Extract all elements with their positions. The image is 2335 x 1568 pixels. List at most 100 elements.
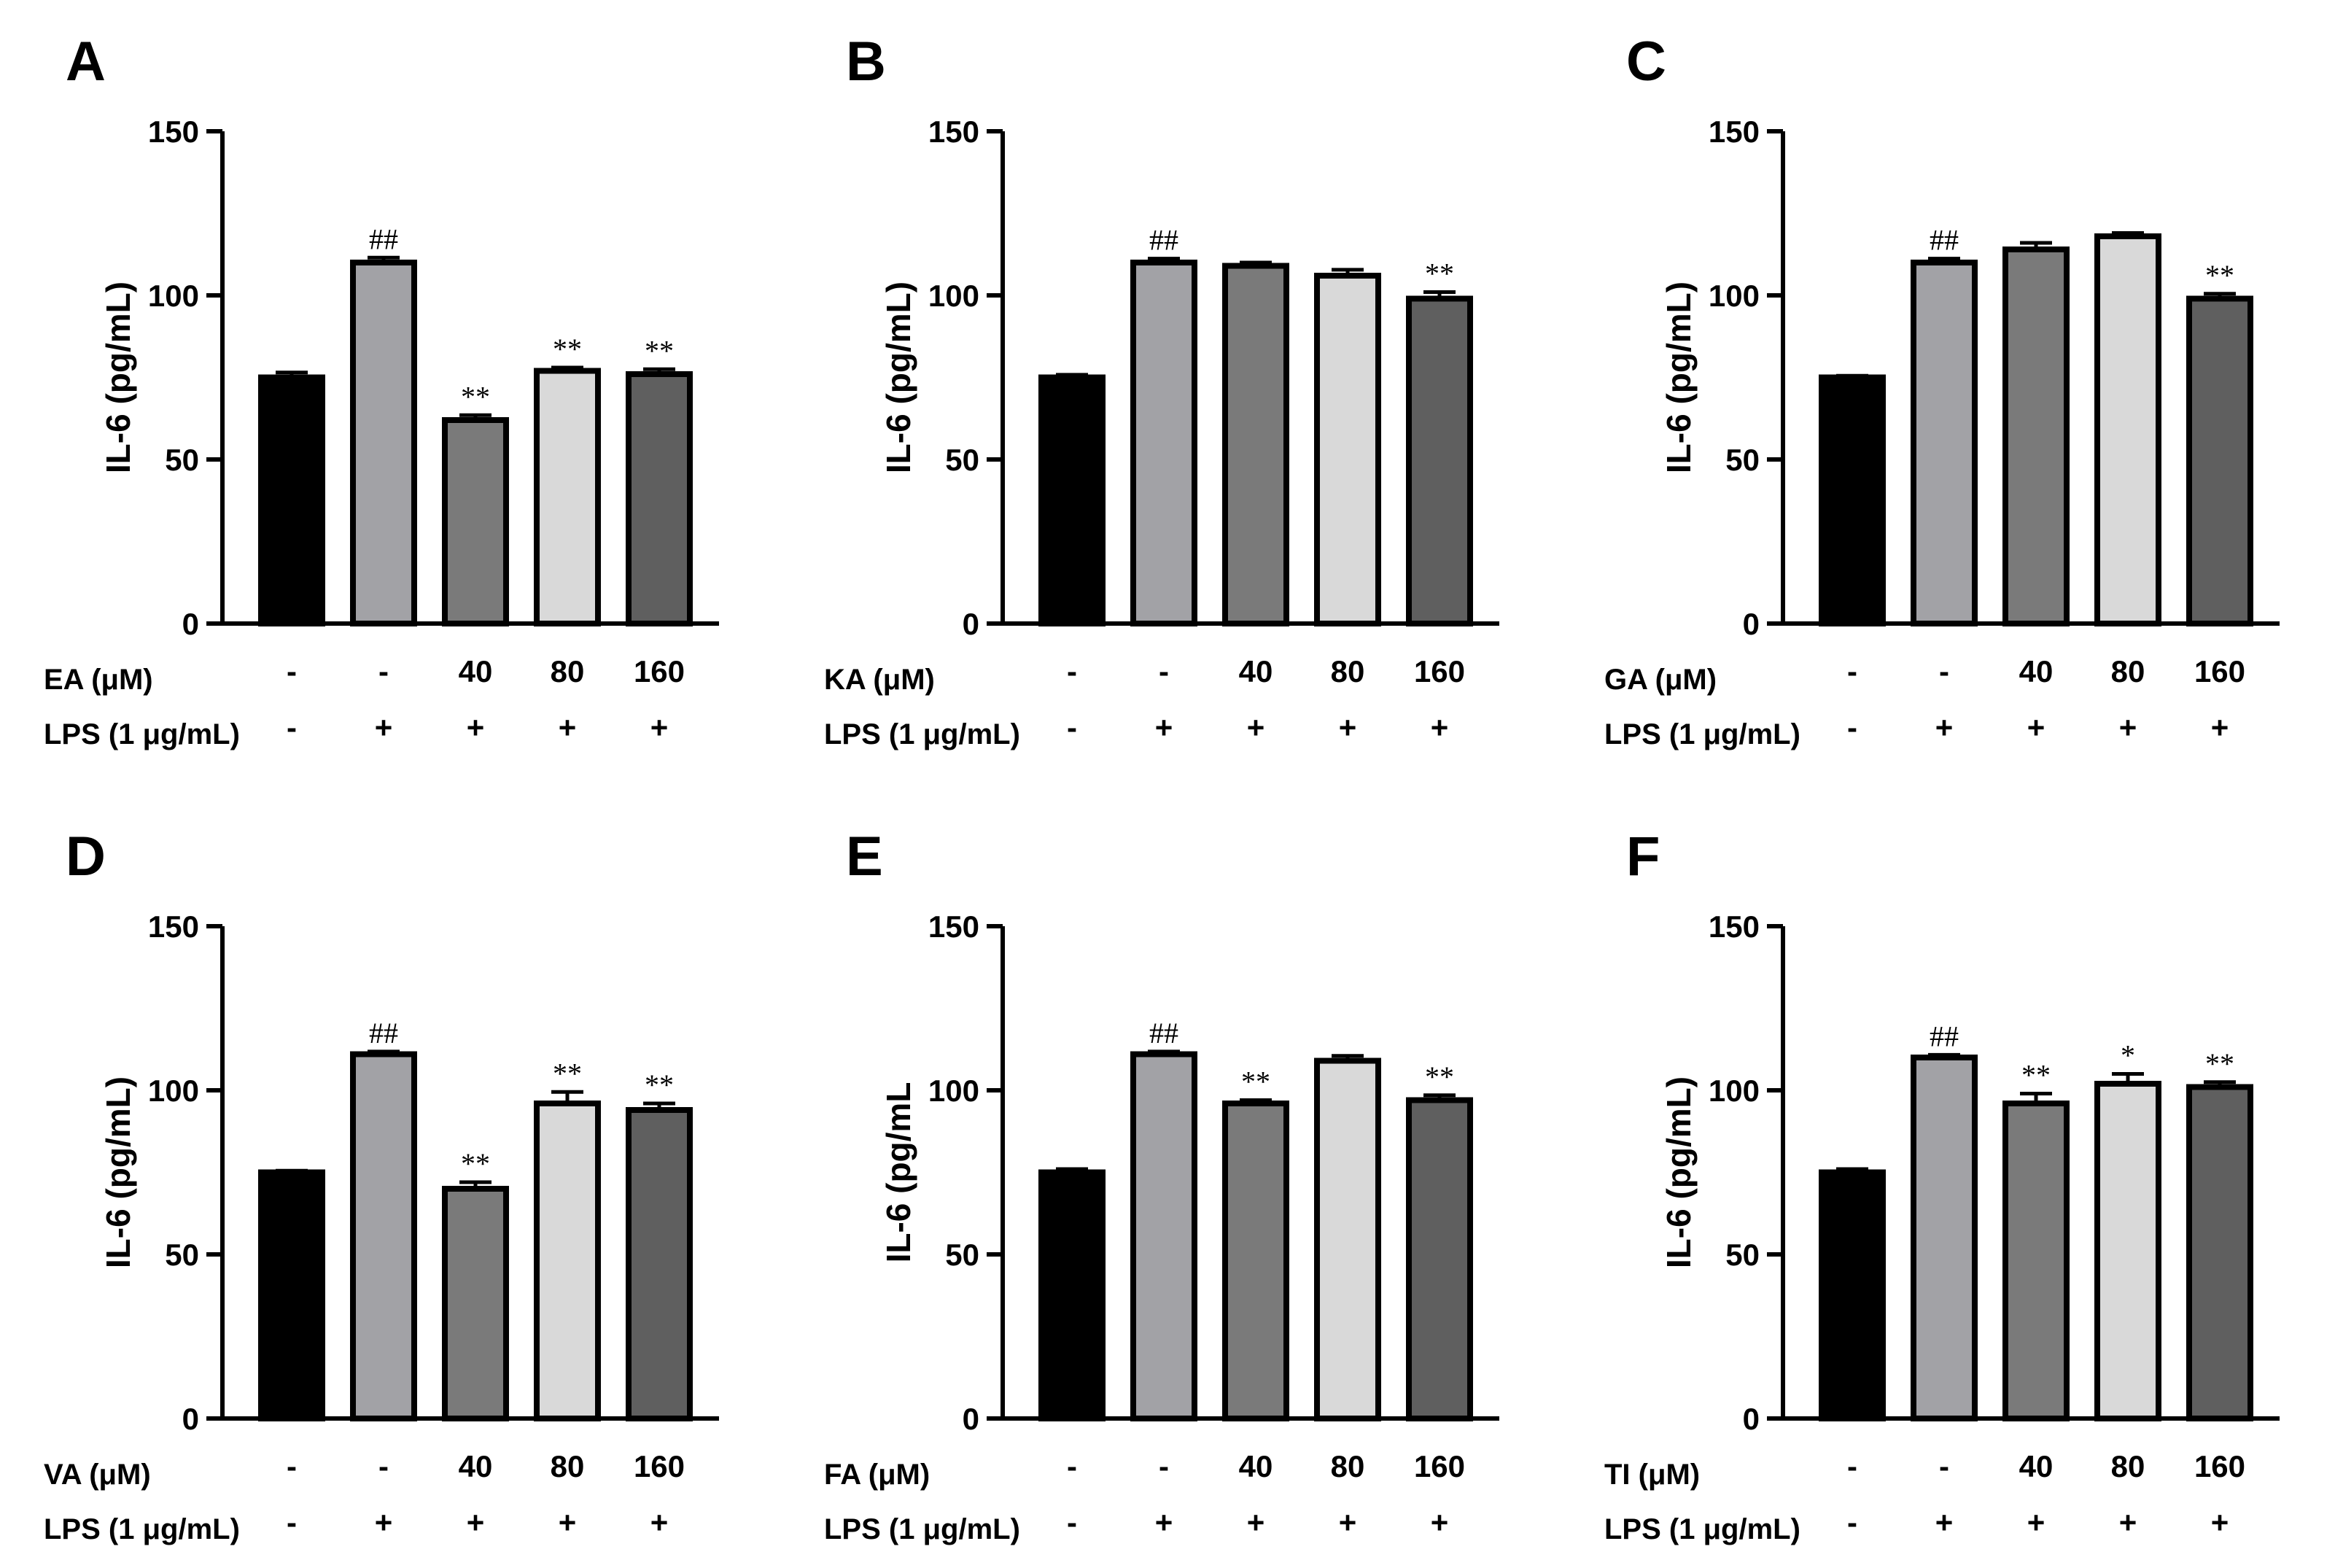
chart-panel-b: B IL-6 (pg/mL) 0 50 100 150 - - ## - +40 +80 + ** 160 +… [780,0,1553,773]
lps-label: LPS (1 μg/mL) [1604,1513,1800,1545]
lps-value: - [1067,710,1077,745]
significance-label: ** [2021,1059,2051,1092]
treatment-label: KA (μM) [824,664,935,696]
treatment-label: VA (μM) [44,1459,151,1491]
lps-value: + [2119,710,2137,745]
significance-label: ** [1241,1066,1270,1098]
lps-value: + [1339,1505,1357,1540]
bar [442,417,509,626]
treatment-value: 160 [634,654,685,688]
bar [2002,1101,2070,1421]
bar [2094,233,2161,626]
lps-value: + [1155,710,1173,745]
y-tick-label: 150 [1709,909,1760,944]
panel-letter: B [846,31,886,93]
panel-letter: E [846,826,883,888]
y-tick-label: 100 [148,1074,199,1108]
y-tick-label: 0 [1743,1402,1760,1436]
y-tick-label: 150 [928,115,979,149]
treatment-value: - [1159,654,1169,688]
lps-value: + [2027,710,2045,745]
lps-value: + [650,710,669,745]
chart-svg: B IL-6 (pg/mL) 0 50 100 150 - - ## - +40 +80 + ** 160 +… [824,31,1499,750]
treatment-value: 160 [2194,654,2245,688]
chart-panel-d: D IL-6 (pg/mL) 0 50 100 150 - - ## - + ** 40 + ** 80 + **… [0,795,773,1568]
y-tick-label: 50 [1725,443,1760,477]
treatment-label: FA (μM) [824,1459,930,1491]
chart-svg: D IL-6 (pg/mL) 0 50 100 150 - - ## - + ** 40 + ** 80 + **… [44,826,719,1545]
lps-label: LPS (1 μg/mL) [824,1513,1020,1545]
treatment-value: 160 [1414,1449,1465,1483]
treatment-label: TI (μM) [1604,1459,1700,1491]
panel-letter: C [1626,31,1666,93]
significance-label: ** [645,1068,674,1101]
panel-letter: A [66,31,106,93]
bar [350,260,417,626]
significance-label: ** [1425,1060,1454,1093]
significance-label: ** [461,1147,490,1180]
lps-value: + [1431,710,1449,745]
treatment-value: 80 [2111,1449,2145,1483]
significance-label: ## [1149,1017,1178,1049]
bar [1819,1169,1886,1421]
chart-panel-f: F IL-6 (pg/mL) 0 50 100 150 - - ## - + ** 40 + * 80 + ** 1… [1561,795,2334,1568]
treatment-value: - [1847,654,1857,688]
bar [1406,1097,1473,1421]
bar [258,374,325,626]
significance-label: ## [1930,224,1959,257]
treatment-label: GA (μM) [1604,664,1717,696]
lps-value: + [1339,710,1357,745]
y-tick-label: 50 [945,443,979,477]
y-tick-label: 50 [1725,1238,1760,1272]
y-axis-label: IL-6 (pg/mL) [99,282,137,473]
treatment-value: - [1939,654,1949,688]
lps-value: + [2027,1505,2045,1540]
panel-letter: F [1626,826,1660,888]
y-tick-label: 100 [148,279,199,313]
y-tick-label: 50 [165,1238,199,1272]
y-tick-label: 100 [1709,1074,1760,1108]
significance-label: ** [553,333,582,365]
y-tick-label: 0 [182,1402,199,1436]
lps-value: + [1935,1505,1954,1540]
y-tick-label: 0 [182,607,199,641]
treatment-value: - [1939,1449,1949,1483]
bar [2002,247,2070,626]
bar [1038,1169,1106,1421]
bar [350,1051,417,1421]
lps-value: + [467,1505,485,1540]
y-axis-label: IL-6 (pg/mL) [1660,1076,1698,1268]
y-tick-label: 100 [928,279,979,313]
significance-label: ## [1930,1020,1959,1052]
chart-svg: C IL-6 (pg/mL) 0 50 100 150 - - ## - +40 +80 + ** 160 +… [1604,31,2280,750]
bar [1911,1055,1978,1421]
bar [1819,374,1886,626]
bar [1406,295,1473,626]
treatment-value: - [287,654,297,688]
lps-value: + [1935,710,1954,745]
bar [1911,260,1978,626]
significance-label: ** [1425,257,1454,290]
lps-value: - [287,1505,297,1540]
y-tick-label: 50 [945,1238,979,1272]
lps-value: + [1247,1505,1265,1540]
treatment-value: 160 [634,1449,685,1483]
treatment-value: - [287,1449,297,1483]
significance-label: ** [553,1057,582,1090]
bar [258,1169,325,1421]
y-axis-label: IL-6 (pg/mL) [879,282,917,473]
significance-label: ** [2205,1047,2234,1080]
treatment-value: 80 [1331,1449,1365,1483]
significance-label: ** [461,380,490,413]
chart-svg: E IL-6 (pg/mL 0 50 100 150 - - ## - + ** 40 +80 + ** 160… [824,826,1499,1545]
bar [2186,295,2253,626]
lps-value: - [1847,1505,1857,1540]
treatment-value: 40 [459,1449,493,1483]
lps-value: + [559,1505,577,1540]
significance-label: ## [1149,224,1178,257]
chart-panel-a: A IL-6 (pg/mL) 0 50 100 150 - - ## - + ** 40 + ** 80 + **… [0,0,773,773]
bar [1314,273,1381,626]
bar [1130,1051,1197,1421]
y-tick-label: 150 [928,909,979,944]
